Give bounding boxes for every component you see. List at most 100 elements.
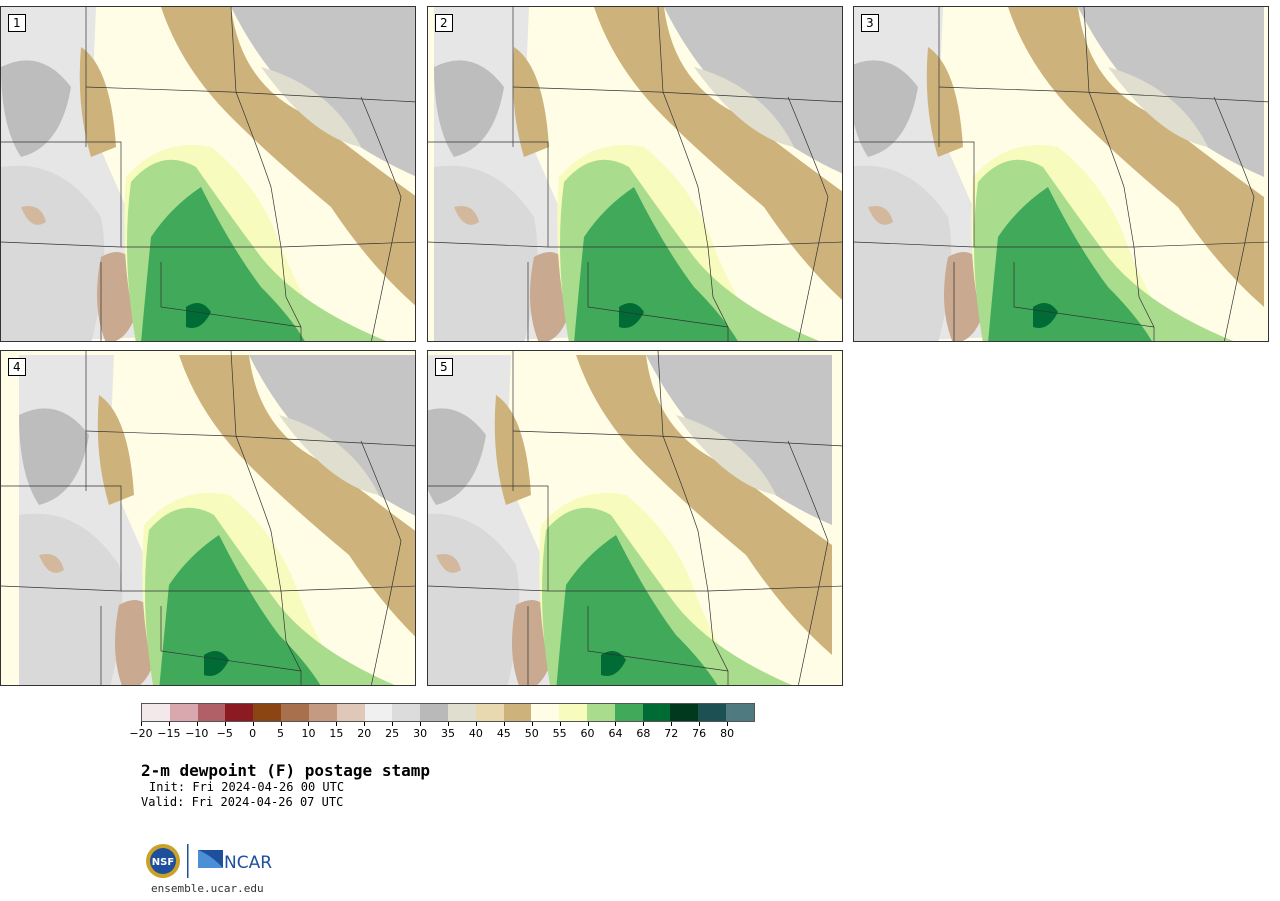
dewpoint-field-region (868, 206, 893, 225)
colorbar-swatch (559, 704, 587, 721)
colorbar-tick-mark (141, 722, 142, 726)
panel-number-label: 2 (435, 14, 453, 32)
valid-time: Valid: Fri 2024-04-26 07 UTC (141, 795, 344, 809)
colorbar-swatch (336, 704, 365, 721)
colorbar-tick-label: −5 (216, 727, 233, 740)
logos: NSF NCAR (145, 843, 275, 879)
state-border-line (360, 96, 402, 341)
colorbar-tick-mark (503, 722, 505, 726)
dewpoint-field-region (141, 187, 305, 341)
ensemble-member-panel-3: 3 (853, 6, 1269, 342)
dewpoint-field-region (428, 408, 486, 505)
footer-url: ensemble.ucar.edu (151, 882, 264, 895)
nsf-logo-icon: NSF (146, 844, 180, 878)
dewpoint-field-region (436, 554, 461, 573)
colorbar-tick-label: 72 (664, 727, 679, 740)
colorbar-tick-mark (420, 722, 422, 726)
dewpoint-field-region (1078, 7, 1264, 177)
dewpoint-field-region (664, 7, 842, 174)
colorbar-swatch (364, 704, 393, 721)
state-border-line (787, 440, 829, 685)
ensemble-member-panel-5: 5 (427, 350, 843, 686)
colorbar-tick-label: 50 (524, 727, 539, 740)
dewpoint-map-2 (428, 7, 842, 341)
colorbar-tick-mark (475, 722, 477, 726)
dewpoint-field-region (161, 7, 415, 306)
dewpoint-field-region (1108, 67, 1208, 147)
state-border-line (428, 241, 549, 248)
dewpoint-field-region (279, 415, 379, 495)
state-border-line (1013, 262, 1155, 328)
ncar-logo-icon: NCAR (198, 850, 272, 873)
colorbar-swatch (531, 704, 560, 721)
colorbar-swatch (698, 704, 727, 721)
dewpoint-map-5 (428, 351, 842, 685)
colorbar-swatch (308, 704, 337, 721)
colorbar-tick-mark (336, 722, 338, 726)
colorbar-tick-label: 10 (301, 727, 316, 740)
colorbar-tick-mark (168, 722, 170, 726)
colorbar-swatch (503, 704, 532, 721)
dewpoint-field-region (231, 7, 415, 177)
dewpoint-field-region (434, 60, 504, 158)
dewpoint-field-region (1, 60, 71, 158)
colorbar-tick-label: 0 (249, 727, 257, 740)
state-border-line (1, 485, 122, 591)
colorbar-tick-label: 55 (552, 727, 567, 740)
colorbar-tick-mark (364, 722, 366, 726)
colorbar-tick-mark (615, 722, 617, 726)
colorbar-swatch (169, 704, 198, 721)
colorbar-tick-mark (392, 722, 394, 726)
state-border-line (230, 351, 302, 685)
dewpoint-colorbar (141, 703, 755, 722)
colorbar-tick-label: −20 (129, 727, 153, 740)
dewpoint-field-region (988, 187, 1152, 341)
dewpoint-field-region (576, 355, 832, 655)
state-border-line (512, 430, 842, 447)
colorbar-swatch (587, 704, 615, 721)
colorbar-tick-mark (224, 722, 226, 726)
state-border-line (230, 7, 302, 341)
state-border-line (1213, 96, 1255, 341)
dewpoint-field-region (39, 554, 64, 573)
state-border-line (85, 86, 415, 103)
state-border-line (160, 606, 302, 672)
state-border-line (428, 585, 549, 592)
colorbar-tick-label: 35 (441, 727, 455, 740)
state-border-line (787, 96, 829, 341)
dewpoint-field-region (261, 67, 361, 147)
state-border-line (854, 141, 975, 247)
panel-number-label: 4 (8, 358, 26, 376)
nsf-ncar-logo: NSF NCAR (146, 844, 272, 878)
ensemble-member-panel-4: 4 (0, 350, 416, 686)
colorbar-swatch (726, 704, 754, 721)
colorbar-swatch (447, 704, 476, 721)
init-time: Init: Fri 2024-04-26 00 UTC (149, 780, 345, 794)
dewpoint-field-region (619, 303, 644, 328)
colorbar-tick-label: 15 (329, 727, 344, 740)
dewpoint-field-region (21, 206, 46, 225)
nsf-logo-text: NSF (152, 857, 174, 868)
panel-number-label: 5 (435, 358, 453, 376)
colorbar-swatch (225, 704, 254, 721)
state-border-line (360, 440, 402, 685)
colorbar-tick-mark (559, 722, 561, 726)
chart-title: 2-m dewpoint (F) postage stamp (141, 761, 430, 780)
colorbar-tick-mark (699, 722, 701, 726)
colorbar-swatch (281, 704, 309, 721)
colorbar-tick-label: 76 (692, 727, 707, 740)
state-border-line (657, 7, 729, 341)
dewpoint-field-region (454, 206, 479, 225)
colorbar-swatch (475, 704, 504, 721)
ensemble-member-panel-1: 1 (0, 6, 416, 342)
dewpoint-field-region (601, 651, 626, 676)
colorbar-swatch (420, 704, 448, 721)
dewpoint-field-region (694, 67, 794, 147)
state-border-line (428, 141, 549, 247)
colorbar-tick-label: −10 (185, 727, 209, 740)
state-border-line (1, 241, 122, 248)
ensemble-member-panel-2: 2 (427, 6, 843, 342)
colorbar-tick-label: 80 (720, 727, 735, 740)
state-border-line (1083, 7, 1155, 341)
colorbar-swatch (197, 704, 226, 721)
